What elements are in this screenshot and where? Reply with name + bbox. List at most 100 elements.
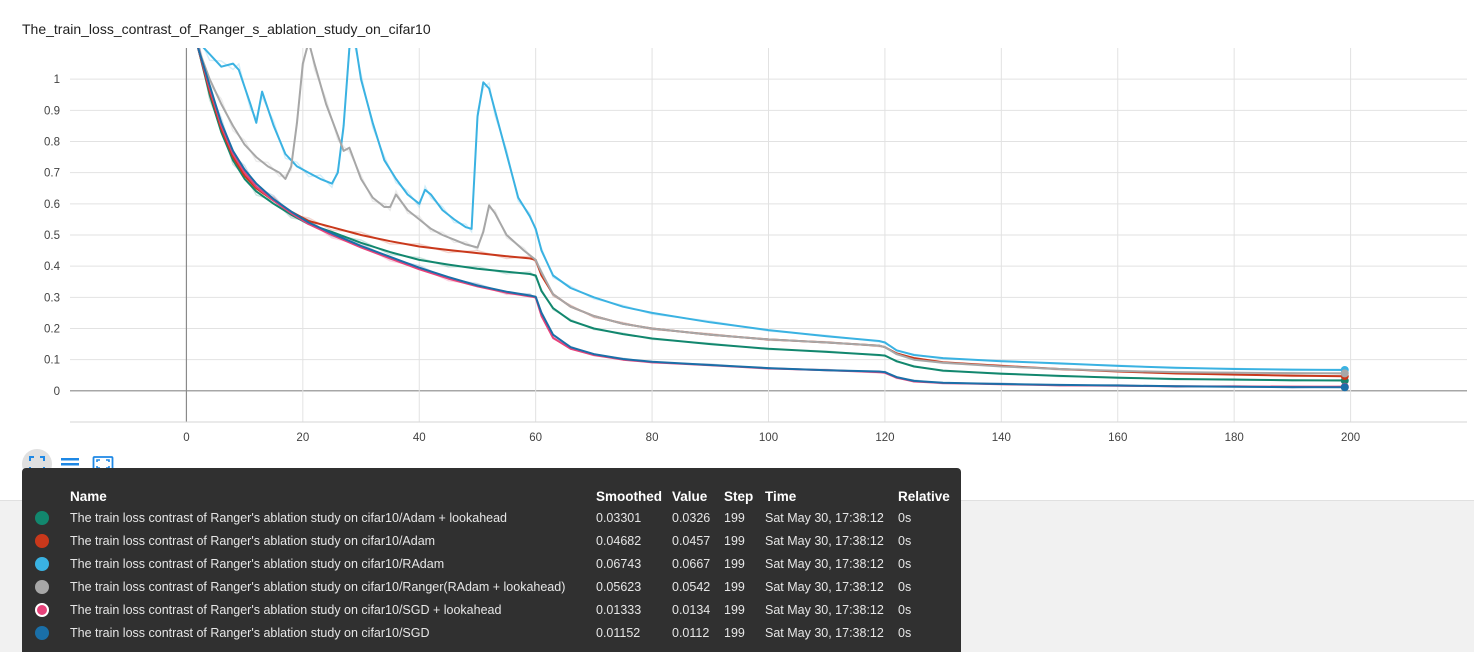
tooltip-cell-name: The train loss contrast of Ranger's abla… xyxy=(70,602,502,617)
fit-domain-icon xyxy=(29,456,45,472)
tooltip-cell-name: The train loss contrast of Ranger's abla… xyxy=(70,556,445,571)
x-tick-label: 40 xyxy=(413,432,426,444)
y-tick-label: 0.9 xyxy=(44,105,60,117)
chart-card: The_train_loss_contrast_of_Ranger_s_abla… xyxy=(0,0,1474,501)
tooltip-cell-smoothed: 0.01333 xyxy=(596,602,642,617)
x-tick-label: 160 xyxy=(1108,432,1127,444)
tooltip-cell-relative: 0s xyxy=(898,602,912,617)
tooltip-cell-value: 0.0326 xyxy=(672,510,711,525)
x-tick-label: 200 xyxy=(1341,432,1360,444)
tooltip-table: Name Smoothed Value Step Time Relative T… xyxy=(32,486,955,644)
tooltip-header-step: Step xyxy=(724,488,754,504)
y-tick-label: 0.4 xyxy=(44,261,61,273)
series-marker-sgd xyxy=(1340,383,1349,392)
x-tick-label: 20 xyxy=(296,432,309,444)
tooltip-cell-time: Sat May 30, 17:38:12 xyxy=(765,625,884,640)
tooltip-cell-time: Sat May 30, 17:38:12 xyxy=(765,510,884,525)
raw-line-adam xyxy=(198,48,1345,378)
tooltip-header-smoothed: Smoothed xyxy=(596,488,662,504)
series-line-sgd-lookahead xyxy=(197,48,1345,388)
tooltip-cell-smoothed: 0.05623 xyxy=(596,579,642,594)
y-tick-label: 0.3 xyxy=(44,292,60,304)
tooltip-cell-step: 199 xyxy=(724,556,745,571)
y-tick-label: 0.5 xyxy=(44,230,60,242)
series-line-radam xyxy=(202,48,1345,371)
tooltip-cell-step: 199 xyxy=(724,533,745,548)
series-color-dot xyxy=(35,579,49,594)
y-tick-label: 0.6 xyxy=(44,199,60,211)
series-color-dot xyxy=(35,556,49,571)
tooltip-cell-value: 0.0667 xyxy=(672,556,711,571)
y-tick-label: 0.8 xyxy=(44,137,60,149)
tooltip-cell-smoothed: 0.06743 xyxy=(596,556,642,571)
tooltip-row: The train loss contrast of Ranger's abla… xyxy=(32,506,955,529)
tooltip-cell-value: 0.0457 xyxy=(672,533,711,548)
tooltip-cell-smoothed: 0.03301 xyxy=(596,510,642,525)
series-line-adam xyxy=(197,48,1345,378)
x-tick-label: 120 xyxy=(875,432,894,444)
tooltip-swatch-cell xyxy=(32,621,70,644)
tooltip-header-relative: Relative xyxy=(898,488,950,504)
tooltip-row: The train loss contrast of Ranger's abla… xyxy=(32,529,955,552)
tooltip-cell-name: The train loss contrast of Ranger's abla… xyxy=(70,510,508,525)
y-tick-label: 0 xyxy=(54,386,60,398)
tooltip-swatch-cell xyxy=(32,575,70,598)
tooltip-cell-value: 0.0112 xyxy=(672,625,710,640)
tooltip-cell-relative: 0s xyxy=(898,533,912,548)
tooltip-header-swatch xyxy=(32,486,70,506)
series-tooltip: Name Smoothed Value Step Time Relative T… xyxy=(22,468,961,652)
tooltip-cell-name: The train loss contrast of Ranger's abla… xyxy=(70,625,430,640)
raw-line-sgd xyxy=(198,48,1345,389)
x-tick-label: 100 xyxy=(759,432,778,444)
tooltip-header-time: Time xyxy=(765,488,797,504)
x-tick-label: 0 xyxy=(183,432,189,444)
tooltip-cell-step: 199 xyxy=(724,510,745,525)
tooltip-body: The train loss contrast of Ranger's abla… xyxy=(32,506,955,644)
tooltip-cell-step: 199 xyxy=(724,625,745,640)
x-tick-label: 140 xyxy=(992,432,1011,444)
series-color-dot xyxy=(35,625,49,640)
series-color-dot xyxy=(35,533,49,548)
tooltip-cell-value: 0.0542 xyxy=(672,579,711,594)
tooltip-cell-smoothed: 0.01152 xyxy=(596,625,641,640)
tooltip-cell-relative: 0s xyxy=(898,510,912,525)
tooltip-row: The train loss contrast of Ranger's abla… xyxy=(32,621,955,644)
tooltip-swatch-cell xyxy=(32,598,70,621)
series-marker-ranger-radam-lookahead xyxy=(1340,369,1349,378)
tooltip-header-row: Name Smoothed Value Step Time Relative xyxy=(32,486,955,506)
series-line-ranger-radam-lookahead xyxy=(197,48,1345,375)
raw-line-radam xyxy=(203,48,1345,372)
tooltip-cell-name: The train loss contrast of Ranger's abla… xyxy=(70,579,566,594)
raw-line-ranger-radam-lookahead xyxy=(199,48,1345,375)
tooltip-cell-time: Sat May 30, 17:38:12 xyxy=(765,533,884,548)
tooltip-row: The train loss contrast of Ranger's abla… xyxy=(32,575,955,598)
line-chart[interactable]: 0 0.1 0.2 0.3 0.4 0.5 0.6 0.7 0.8 0.9 1 0 20 40 60 80 10… xyxy=(0,0,1474,500)
series-line-adam-lookahead xyxy=(197,48,1345,382)
tooltip-row: The train loss contrast of Ranger's abla… xyxy=(32,552,955,575)
y-tick-label: 1 xyxy=(54,74,60,86)
tooltip-header-name: Name xyxy=(70,488,107,504)
y-tick-label: 0.7 xyxy=(44,168,60,180)
y-tick-label: 0.1 xyxy=(44,355,60,367)
x-tick-label: 80 xyxy=(646,432,659,444)
raw-line-sgd-lookahead xyxy=(198,48,1345,389)
tooltip-cell-time: Sat May 30, 17:38:12 xyxy=(765,602,884,617)
chart-title: The_train_loss_contrast_of_Ranger_s_abla… xyxy=(22,21,431,37)
tooltip-cell-name: The train loss contrast of Ranger's abla… xyxy=(70,533,436,548)
x-tick-label: 180 xyxy=(1225,432,1244,444)
tooltip-cell-relative: 0s xyxy=(898,556,912,571)
tooltip-cell-smoothed: 0.04682 xyxy=(596,533,642,548)
tooltip-cell-step: 199 xyxy=(724,579,745,594)
x-tick-label: 60 xyxy=(529,432,542,444)
tooltip-cell-time: Sat May 30, 17:38:12 xyxy=(765,556,884,571)
series-color-dot xyxy=(35,510,49,525)
series-line-sgd xyxy=(197,48,1345,389)
series-color-dot xyxy=(35,602,49,617)
tooltip-cell-relative: 0s xyxy=(898,625,912,640)
tooltip-header-value: Value xyxy=(672,488,708,504)
tooltip-row: The train loss contrast of Ranger's abla… xyxy=(32,598,955,621)
tooltip-swatch-cell xyxy=(32,529,70,552)
tooltip-swatch-cell xyxy=(32,506,70,529)
tooltip-cell-step: 199 xyxy=(724,602,745,617)
tooltip-cell-time: Sat May 30, 17:38:12 xyxy=(765,579,884,594)
